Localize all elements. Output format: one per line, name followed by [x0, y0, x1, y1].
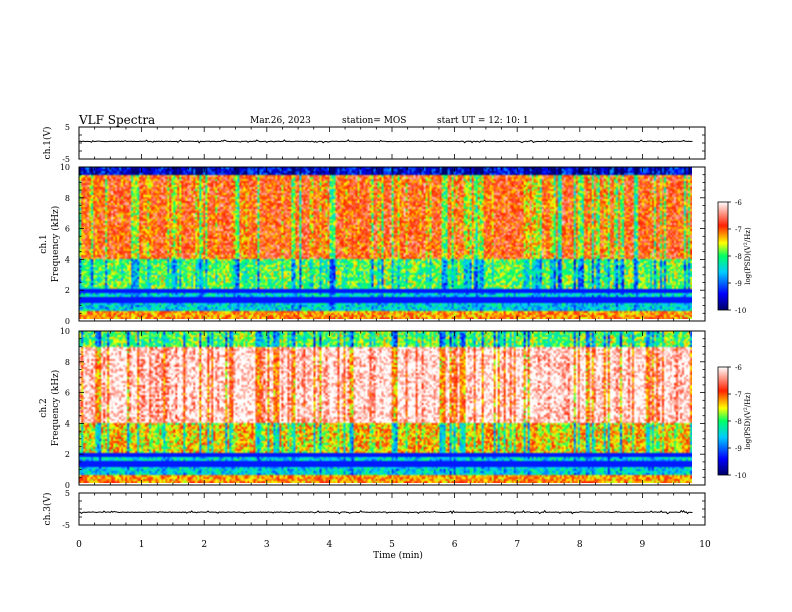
y-tick-label: 4: [65, 255, 70, 264]
ch2-colorbar-label: log(PSD)(V2/Hz): [743, 392, 752, 450]
x-tick-label: 8: [577, 540, 583, 550]
figure-station: station= MOS: [342, 116, 406, 126]
ch1-waveform-trace: [78, 139, 693, 144]
figure-title: VLF Spectra: [78, 113, 155, 127]
colorbar-tick-label: -6: [735, 364, 742, 372]
y-tick-label: 0: [65, 317, 70, 326]
x-tick-label: 4: [327, 540, 333, 550]
y-tick-label: 10: [60, 163, 70, 172]
x-tick-label: 9: [640, 540, 646, 550]
ch1-spectrogram-ylabel-line1: ch.1: [39, 234, 49, 253]
x-tick-label: 2: [201, 540, 207, 550]
ch3-waveform-ylabel: ch.3(V): [42, 493, 53, 526]
axis-ticks: 0 1 2 3 4 5 6 7 8 9 105-55-502468100246810-6-7-8-9…: [60, 123, 746, 550]
ch2-spectrogram-image: [79, 331, 692, 483]
x-tick-label: 7: [514, 540, 520, 550]
y-tick-label: 8: [65, 358, 70, 367]
ch1-waveform-ylabel: ch.1(V): [42, 127, 53, 160]
figure-start-time: start UT = 12: 10: 1: [437, 116, 529, 126]
y-tick-label: 5: [65, 123, 70, 132]
ch1-spectrogram-image: [79, 167, 692, 319]
colorbar-tick-label: -7: [735, 226, 742, 234]
ch1-colorbar-label: log(PSD)(V2/Hz): [743, 227, 752, 285]
y-tick-label: 4: [65, 419, 70, 428]
colorbar-tick-label: -10: [735, 307, 746, 315]
colorbar-tick-label: -8: [735, 418, 742, 426]
ch2-spectrogram-panel: [78, 330, 706, 486]
y-tick-label: 2: [65, 286, 70, 295]
y-tick-label: -5: [62, 155, 70, 164]
figure-date: Mar.26, 2023: [250, 116, 311, 126]
y-tick-label: 6: [65, 225, 70, 234]
colorbar-tick-label: -7: [735, 391, 742, 399]
x-tick-label: 5: [389, 540, 395, 550]
x-tick-label: 6: [452, 540, 458, 550]
colorbar-tick-label: -8: [735, 253, 742, 261]
ch2-colorbar-gradient: [717, 366, 729, 476]
y-tick-label: 8: [65, 194, 70, 203]
y-tick-label: -5: [62, 521, 70, 530]
ch1-spectrogram-ylabel-line2: Frequency (kHz): [50, 206, 61, 283]
x-tick-label: 10: [699, 540, 711, 550]
colorbar-tick-label: -9: [735, 445, 742, 453]
colorbar-tick-label: -9: [735, 280, 742, 288]
ch3-waveform-trace: [78, 509, 693, 515]
y-tick-label: 2: [65, 450, 70, 459]
y-tick-label: 0: [65, 481, 70, 490]
colorbar-tick-label: -10: [735, 472, 746, 480]
ch1-spectrogram-panel: [78, 166, 706, 322]
ch2-spectrogram-ylabel-line1: ch.2: [39, 398, 49, 417]
y-tick-label: 6: [65, 389, 70, 398]
y-tick-label: 10: [60, 327, 70, 336]
x-axis-label: Time (min): [373, 550, 423, 561]
x-tick-label: 0: [76, 540, 82, 550]
colorbar-tick-label: -6: [735, 199, 742, 207]
ch1-colorbar-gradient: [717, 201, 729, 311]
x-tick-label: 3: [264, 540, 270, 550]
ch1-spectrogram-ylabel: ch.1 Frequency (kHz): [39, 206, 61, 283]
ch2-spectrogram-ylabel: ch.2 Frequency (kHz): [39, 370, 61, 447]
x-tick-label: 1: [139, 540, 145, 550]
y-tick-label: 5: [65, 489, 70, 498]
ch2-spectrogram-ylabel-line2: Frequency (kHz): [50, 370, 61, 447]
